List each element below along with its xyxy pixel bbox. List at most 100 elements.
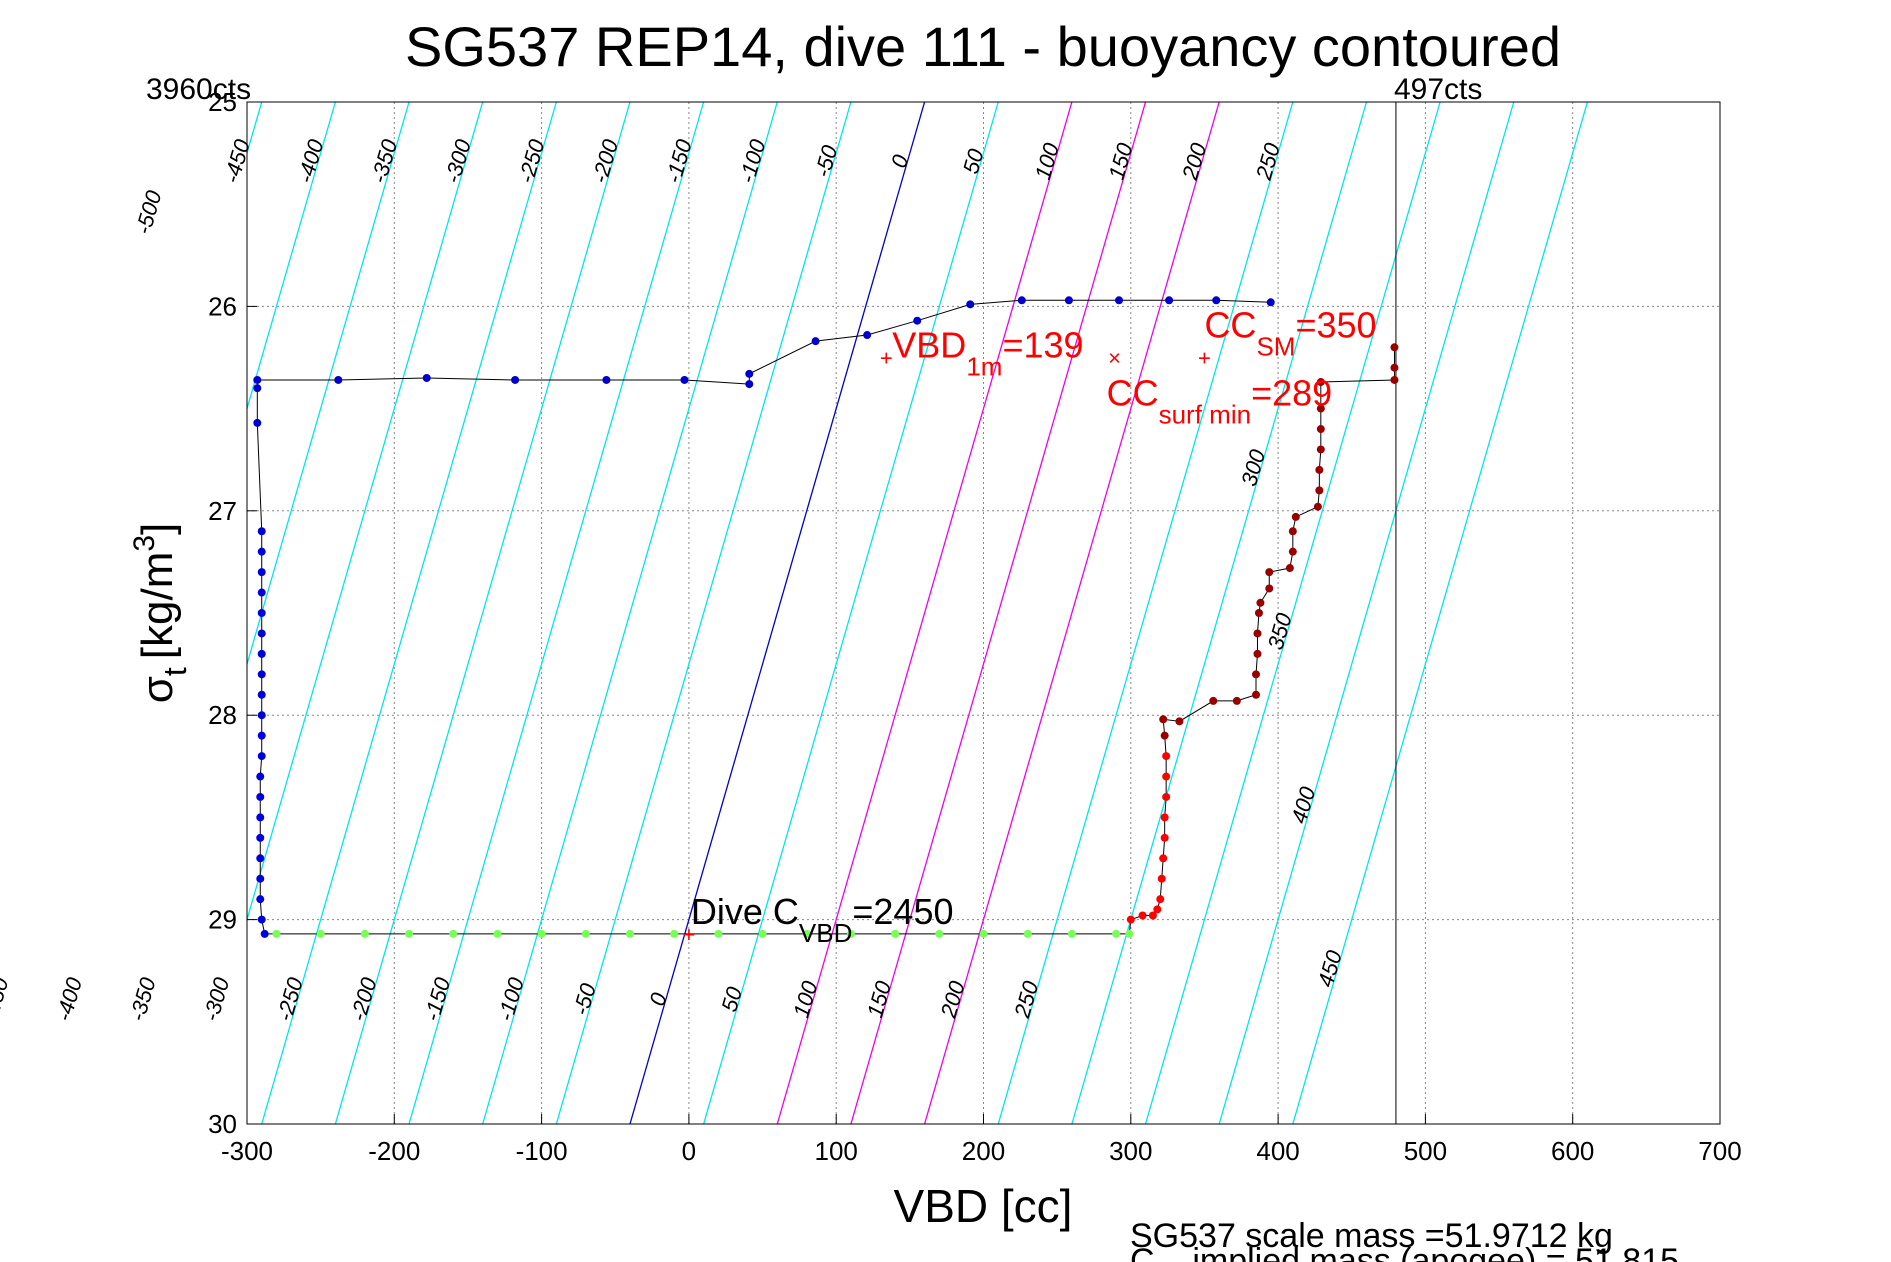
contour-label-top: -500 — [130, 187, 166, 237]
annotations: + VBD1m=139 ×CCsurf min=289+CCSM=350+Dive … — [682, 305, 1376, 948]
data-point — [1315, 486, 1324, 495]
data-point — [493, 929, 502, 938]
y-tick-label: 28 — [208, 700, 237, 730]
y-axis-label-units: [kg/m — [133, 552, 182, 660]
data-point — [1252, 670, 1261, 679]
contour-line — [776, 102, 1073, 1124]
data-point — [256, 895, 265, 904]
data-point — [257, 752, 266, 761]
data-point — [334, 375, 343, 384]
data-point — [1253, 629, 1262, 638]
data-point — [257, 568, 266, 577]
contour-line — [261, 102, 557, 1124]
data-point — [256, 874, 265, 883]
x-tick-label: -300 — [221, 1136, 273, 1166]
footer-line-1: SG537 scale mass =51.9712 kg — [1130, 1217, 1613, 1255]
data-point — [405, 929, 414, 938]
data-point — [1266, 298, 1275, 307]
data-point — [257, 731, 266, 740]
data-point — [1212, 296, 1221, 305]
y-tick-label: 27 — [208, 496, 237, 526]
contour-line — [850, 102, 1147, 1124]
data-point — [1017, 296, 1026, 305]
contour-label-right: 350 — [1263, 610, 1297, 653]
contour-label-bottom: -400 — [51, 974, 87, 1024]
contour-label-bottom: -450 — [0, 974, 14, 1024]
data-point — [1162, 752, 1171, 761]
data-point — [256, 772, 265, 781]
data-point — [1256, 598, 1265, 607]
contour-label-right: 400 — [1286, 783, 1320, 826]
annotation-label: Dive CVBD=2450 — [691, 891, 954, 948]
contour-line — [997, 102, 1294, 1124]
data-point — [1288, 527, 1297, 536]
data-point — [1291, 512, 1300, 521]
x-tick-label: 700 — [1698, 1136, 1741, 1166]
dive-track-line — [256, 299, 1395, 935]
contour-line — [247, 102, 484, 922]
contour-label-bottom: -100 — [493, 974, 529, 1024]
y-axis-label: σt [kg/m3] — [128, 523, 193, 704]
data-point — [260, 929, 269, 938]
data-point — [1288, 547, 1297, 556]
contour-line — [555, 102, 852, 1124]
data-point — [670, 929, 679, 938]
corner-label-right: 497cts — [1394, 73, 1482, 106]
data-point — [253, 375, 262, 384]
annotation-label: CCSM=350 — [1204, 305, 1376, 362]
data-point — [272, 929, 281, 938]
data-point — [257, 547, 266, 556]
data-point — [1148, 911, 1157, 920]
data-point — [360, 929, 369, 938]
contour-line — [1218, 102, 1515, 1124]
data-point — [1159, 854, 1168, 863]
y-axis-label-main: σ — [133, 676, 182, 703]
data-point — [257, 588, 266, 597]
x-tick-label: 400 — [1256, 1136, 1299, 1166]
contour-label-top: -200 — [587, 136, 623, 186]
x-tick-label: 100 — [815, 1136, 858, 1166]
data-point — [935, 929, 944, 938]
data-point — [1157, 874, 1166, 883]
data-point — [745, 369, 754, 378]
data-point — [1313, 502, 1322, 511]
data-point — [1126, 915, 1135, 924]
corner-label-left: 3960cts — [146, 73, 251, 106]
contour-label-right: 300 — [1236, 446, 1270, 489]
data-point — [979, 929, 988, 938]
data-point — [758, 929, 767, 938]
annotation-label: VBD1m=139 — [892, 325, 1083, 382]
x-axis-label: VBD [cc] — [894, 1180, 1073, 1232]
data-point — [1232, 696, 1241, 705]
data-point — [1316, 425, 1325, 434]
data-point — [625, 929, 634, 938]
contour-label-top: -350 — [366, 136, 402, 186]
data-point — [1209, 696, 1218, 705]
data-point — [1316, 445, 1325, 454]
data-point — [257, 915, 266, 924]
contour-label-top: -250 — [513, 136, 549, 186]
x-tick-label: -100 — [516, 1136, 568, 1166]
contour-line — [247, 102, 337, 411]
contour-label-bottom: -200 — [345, 974, 381, 1024]
data-point — [257, 690, 266, 699]
data-point — [1390, 343, 1399, 352]
data-point — [1253, 649, 1262, 658]
contour-label-top: -150 — [661, 136, 697, 186]
data-point — [1112, 929, 1121, 938]
data-point — [1315, 465, 1324, 474]
data-point — [802, 929, 811, 938]
axes: -300 -200 -100 0 100 200 300 400 500 600 700 25 26 27… — [208, 87, 1742, 1166]
contour-line — [1292, 102, 1589, 1124]
contour-label-top: 100 — [1030, 139, 1064, 182]
data-point — [1023, 929, 1032, 938]
data-point — [745, 380, 754, 389]
data-point — [811, 337, 820, 346]
annotation-marker: × — [1108, 346, 1121, 371]
data-point — [1254, 609, 1263, 617]
contour-label-bottom: -250 — [272, 974, 308, 1024]
data-point — [1067, 929, 1076, 938]
data-point — [253, 418, 262, 427]
data-point — [846, 929, 855, 938]
data-point — [257, 711, 266, 720]
